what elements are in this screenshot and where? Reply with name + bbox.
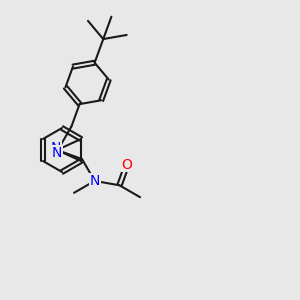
Text: N: N xyxy=(89,174,100,188)
Text: N: N xyxy=(52,146,62,160)
Text: N: N xyxy=(51,142,61,155)
Text: O: O xyxy=(121,158,132,172)
